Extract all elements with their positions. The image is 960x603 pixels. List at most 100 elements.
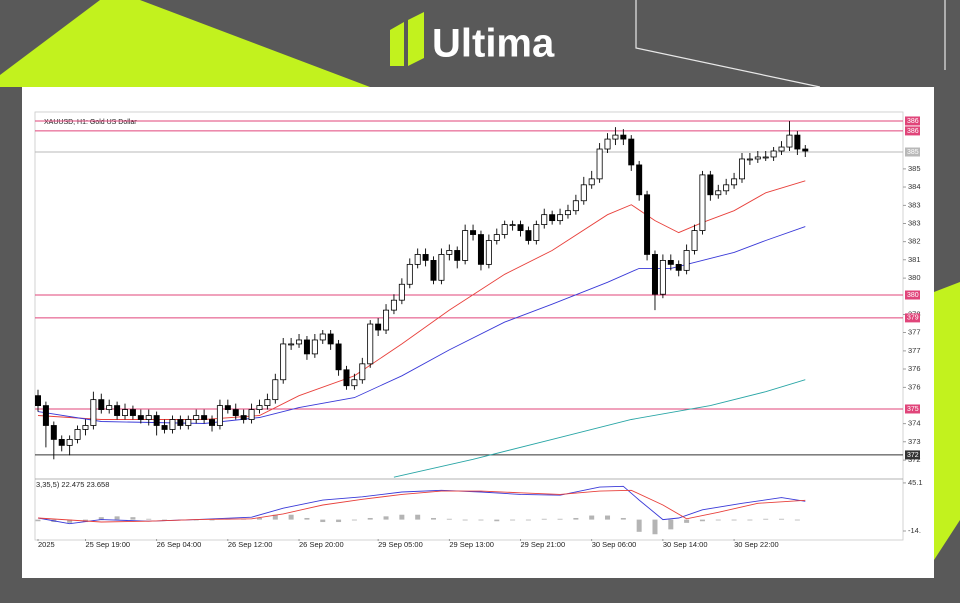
candle-body [738,158,745,180]
histogram-bar [462,519,468,521]
histogram-bar [288,514,294,520]
candle-body [636,164,643,196]
y-tick-label: 383 [908,200,921,209]
y-tick-label: 383 [908,218,921,227]
candle-body [723,184,730,192]
candle-body [683,250,690,271]
histogram-bar [35,519,41,522]
candle-body [667,260,674,265]
candle-body [699,174,706,231]
indicator-label: 3,35,5) 22.475 23.658 [36,480,109,489]
level-tag [905,313,920,323]
histogram-bar [620,517,626,520]
candle-body [256,405,263,410]
histogram-bar [731,519,737,521]
candle-body [351,379,358,387]
x-tick-label: 26 Sep 12:00 [228,540,273,549]
level-tag [905,450,920,460]
histogram-bar [525,519,531,521]
level-label: 386 [907,128,919,135]
candle-body [533,224,540,241]
candle-body [802,148,809,152]
y-tick-label: 382 [908,237,921,246]
candle-body [485,240,492,265]
candle-body [201,415,208,420]
candle-body [477,234,484,265]
candle-body [98,399,105,410]
candle-body [280,343,287,381]
chart-title: XAUUSD, H1: Gold US Dollar [44,119,137,126]
candle-body [501,224,508,235]
candle-body [145,415,152,420]
histogram-bar [652,519,658,535]
candle-body [564,210,571,216]
candle-body [549,214,556,222]
histogram-bar [605,515,611,520]
candle-body [58,439,65,446]
plot-frame [34,111,904,541]
candle-body [604,138,611,150]
candle-body [82,425,89,430]
logo: Ultima [390,12,555,66]
candle-body [161,425,168,430]
candle-body [612,134,619,140]
candle-body [272,379,279,401]
level-tag [905,116,920,126]
candle-body [114,405,121,416]
accent-shape [0,0,370,87]
histogram-bar [478,519,484,521]
moving-average [393,379,806,478]
histogram-bar [557,518,563,520]
candle-body [177,419,184,426]
candle-body [715,190,722,196]
level-tag [905,126,920,136]
candle-body [137,415,144,420]
histogram-bar [794,519,800,521]
candle-body [541,214,548,226]
indicator-tick-label: 45.1 [908,478,923,487]
candle-body [319,333,326,341]
candle-body [398,283,405,301]
candle-body [169,419,176,430]
candle-body [232,409,239,416]
candle-body [746,158,753,161]
candle-body [786,134,793,148]
candle-body [588,178,595,186]
candle-body [153,415,160,426]
level-label: 380 [907,292,919,299]
candle-body [90,399,97,426]
histogram-bar [715,519,721,521]
x-tick-label: 29 Sep 21:00 [521,540,566,549]
histogram-bar [209,519,215,521]
candle-body [572,200,579,212]
candle-body [731,178,738,186]
candle-body [596,148,603,180]
candle-body [580,184,587,202]
candle-body [430,260,437,281]
histogram-bar [699,519,705,522]
candle-body [454,250,461,261]
level-tag [905,404,920,414]
candle-body [628,138,635,166]
candle-body [438,254,445,281]
candle-body [288,343,295,346]
y-tick-label: 373 [908,437,921,446]
x-tick-label: 30 Sep 06:00 [592,540,637,549]
logo-text: Ultima [432,22,555,66]
histogram-bar [130,517,136,520]
y-tick-label: 377 [908,346,921,355]
candle-body [390,299,397,311]
histogram-bar [367,517,373,520]
candle-body [770,150,777,158]
candle-body [50,425,57,440]
x-tick-label: 2025 [38,540,55,549]
level-label: 379 [907,315,919,322]
y-tick-label: 376 [908,382,921,391]
candle-body [446,250,453,255]
candle-body [422,254,429,261]
level-tag [905,147,920,157]
histogram-bar [446,518,452,520]
candle-body [343,369,350,387]
x-tick-label: 30 Sep 22:00 [734,540,779,549]
candle-body [122,409,129,416]
